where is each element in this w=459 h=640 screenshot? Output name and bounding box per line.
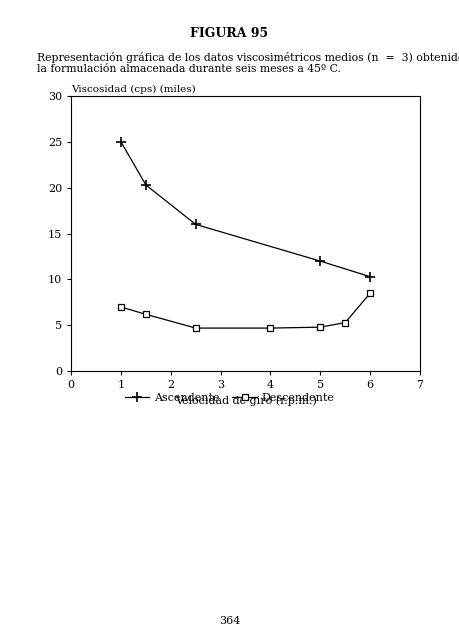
Text: la formulación almacenada durante seis meses a 45º C.: la formulación almacenada durante seis m…	[37, 64, 341, 74]
Legend: Ascendente, Descendente: Ascendente, Descendente	[120, 388, 339, 407]
Text: 364: 364	[219, 616, 240, 626]
X-axis label: Velocidad de giro (r.p.m.): Velocidad de giro (r.p.m.)	[174, 396, 317, 406]
Text: Representación gráfica de los datos viscosimétricos medios (n  =  3) obtenidos e: Representación gráfica de los datos visc…	[37, 52, 459, 63]
Text: Viscosidad (cps) (miles): Viscosidad (cps) (miles)	[71, 84, 196, 94]
Text: FIGURA 95: FIGURA 95	[190, 27, 269, 40]
